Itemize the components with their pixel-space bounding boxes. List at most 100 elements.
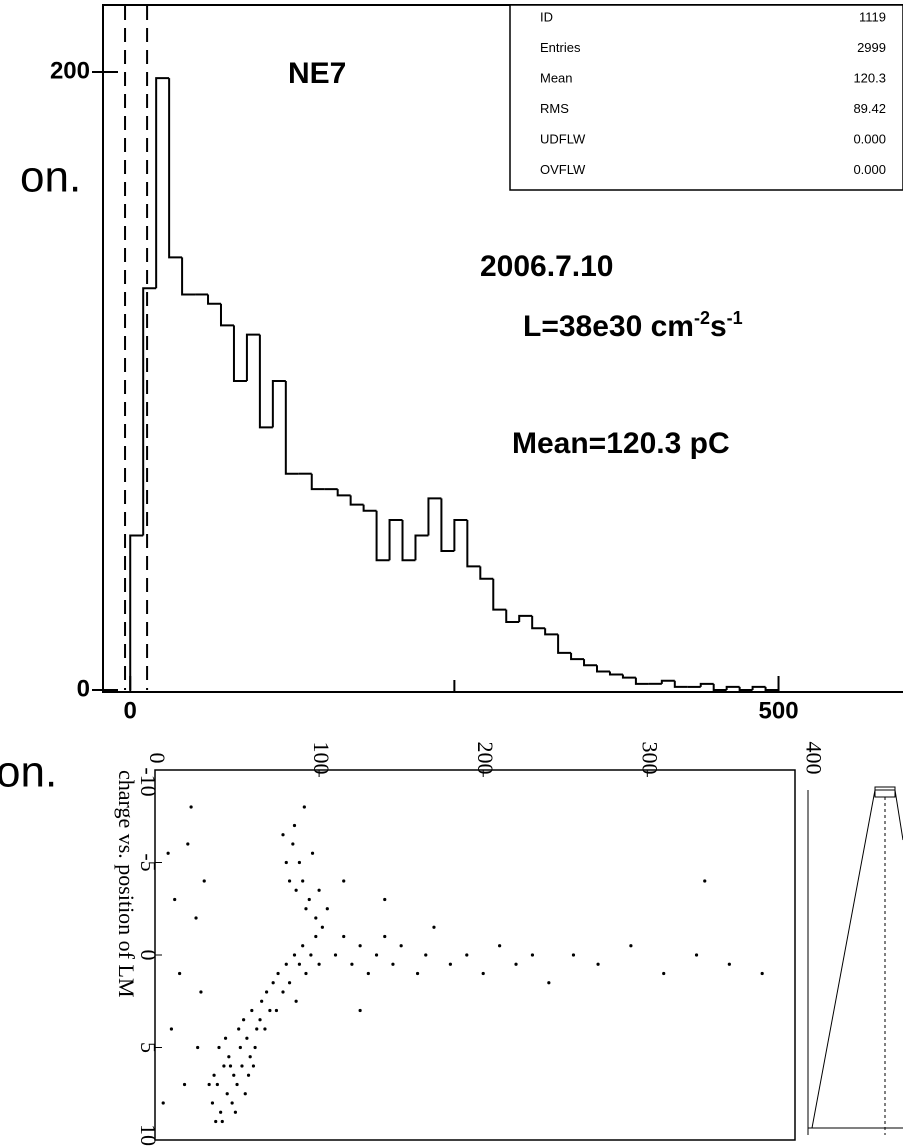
hist-bin bbox=[388, 519, 403, 561]
point bbox=[248, 1055, 252, 1059]
hist-bin bbox=[375, 510, 390, 562]
point bbox=[194, 916, 198, 920]
point bbox=[199, 990, 203, 994]
point bbox=[166, 851, 170, 855]
point bbox=[263, 1027, 267, 1031]
point bbox=[232, 1073, 236, 1077]
hist-bin bbox=[557, 634, 572, 654]
point bbox=[253, 1045, 257, 1050]
y-tick-label: -10 bbox=[136, 767, 161, 796]
hist-bin bbox=[349, 495, 364, 506]
x-tick-label: 500 bbox=[759, 697, 799, 724]
point bbox=[292, 823, 297, 828]
x-tick-label: 0 bbox=[124, 697, 137, 724]
point bbox=[325, 907, 329, 911]
hist-bin bbox=[207, 294, 221, 305]
point bbox=[317, 888, 321, 892]
point bbox=[212, 1073, 216, 1077]
stat-label: Mean bbox=[540, 70, 573, 85]
point bbox=[210, 1101, 215, 1105]
point bbox=[297, 860, 302, 865]
x-tick-label: 0 bbox=[145, 753, 170, 764]
hist-bin bbox=[725, 685, 740, 690]
point bbox=[274, 1008, 279, 1013]
y-tick-label: 5 bbox=[136, 1042, 161, 1053]
point bbox=[287, 879, 292, 883]
hist-bin bbox=[608, 671, 623, 676]
hist-bin bbox=[518, 614, 533, 623]
stat-value: 1119 bbox=[859, 9, 886, 24]
side-diagram bbox=[807, 786, 903, 1135]
hist-bin bbox=[258, 334, 273, 429]
hist-bin bbox=[155, 77, 170, 289]
chart-title: NE7 bbox=[288, 57, 346, 90]
point bbox=[169, 1027, 174, 1031]
slide-text: on. bbox=[20, 153, 81, 202]
hist-bin bbox=[414, 534, 429, 561]
point bbox=[694, 953, 699, 957]
point bbox=[230, 1101, 234, 1105]
point bbox=[424, 953, 428, 957]
point bbox=[235, 1082, 239, 1087]
hist-bin bbox=[453, 519, 468, 551]
point bbox=[317, 962, 321, 966]
x-tick-label: 400 bbox=[801, 742, 826, 775]
point bbox=[237, 1027, 241, 1031]
point bbox=[251, 1064, 256, 1068]
point bbox=[481, 971, 485, 976]
stat-label: ID bbox=[540, 9, 553, 24]
point bbox=[703, 879, 707, 883]
point bbox=[258, 1018, 262, 1022]
hist-bin bbox=[284, 380, 299, 475]
point bbox=[302, 805, 306, 809]
point bbox=[314, 916, 318, 920]
point bbox=[629, 944, 633, 948]
point bbox=[223, 1036, 228, 1040]
point bbox=[366, 971, 370, 976]
luminosity: L=38e30 cm-2s-1 bbox=[523, 308, 743, 343]
hist-bin bbox=[219, 303, 234, 327]
hist-bin bbox=[505, 609, 520, 624]
point bbox=[310, 851, 315, 855]
point bbox=[281, 990, 285, 994]
point bbox=[448, 962, 452, 966]
hist-bin bbox=[570, 652, 585, 661]
hist-bin bbox=[245, 333, 260, 381]
stat-label: Entries bbox=[540, 40, 581, 55]
point bbox=[214, 1119, 218, 1124]
hist-bin bbox=[232, 325, 247, 382]
point bbox=[186, 842, 190, 846]
point bbox=[391, 962, 395, 966]
point bbox=[333, 953, 338, 957]
stats-frame bbox=[509, 4, 903, 191]
point bbox=[304, 907, 308, 911]
hist-bin bbox=[699, 682, 714, 687]
hist-bin bbox=[271, 379, 286, 428]
point bbox=[281, 833, 285, 837]
point bbox=[225, 1092, 229, 1096]
point bbox=[207, 1082, 211, 1087]
hist-bin bbox=[751, 685, 766, 690]
point bbox=[662, 971, 666, 976]
stat-value: 0.000 bbox=[853, 162, 886, 177]
point bbox=[350, 962, 354, 966]
point bbox=[182, 1082, 187, 1087]
point bbox=[276, 971, 280, 976]
point bbox=[383, 934, 387, 939]
point bbox=[727, 962, 731, 966]
point bbox=[284, 962, 288, 966]
date: 2006.7.10 bbox=[480, 250, 613, 283]
y-tick-label: 0 bbox=[77, 675, 90, 702]
stat-value: 120.3 bbox=[853, 70, 886, 85]
hist-bin bbox=[362, 504, 377, 512]
hist-bin bbox=[168, 78, 183, 259]
point bbox=[342, 879, 346, 883]
hist-bin bbox=[181, 257, 196, 296]
point bbox=[358, 944, 362, 948]
hist-bin bbox=[129, 534, 144, 690]
point bbox=[530, 953, 535, 957]
point bbox=[294, 888, 298, 892]
point bbox=[222, 1064, 226, 1068]
point bbox=[465, 953, 469, 957]
